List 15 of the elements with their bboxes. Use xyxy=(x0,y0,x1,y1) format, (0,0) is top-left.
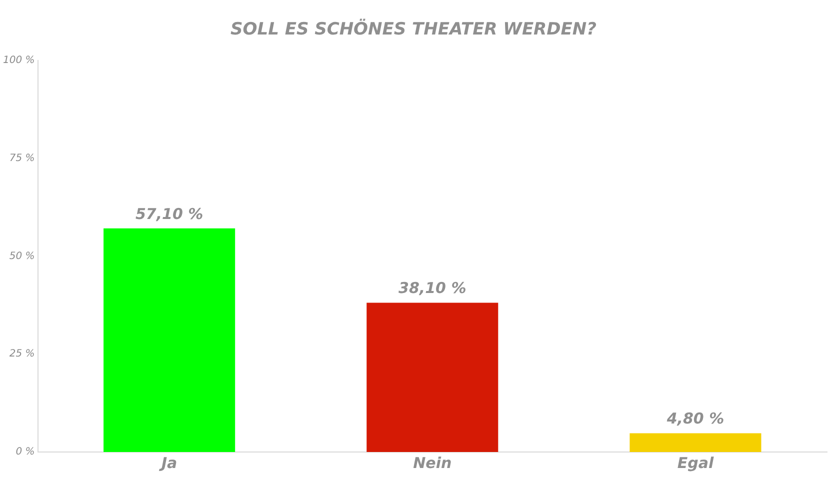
chart-title: SOLL ES SCHÖNES THEATER WERDEN? xyxy=(230,18,597,40)
x-tick-label: Egal xyxy=(677,454,714,472)
y-tick-label: 25 % xyxy=(9,348,35,360)
y-tick-label: 75 % xyxy=(9,152,35,164)
x-tick-label: Ja xyxy=(158,454,178,472)
y-tick-label: 100 % xyxy=(2,54,35,66)
bar xyxy=(104,228,236,452)
bar xyxy=(366,302,498,452)
y-tick-label: 50 % xyxy=(9,250,35,262)
y-tick-label: 0 % xyxy=(16,446,35,458)
bar xyxy=(630,433,762,452)
data-label: 57,10 % xyxy=(135,204,204,223)
data-label: 38,10 % xyxy=(398,279,466,298)
x-tick-label: Nein xyxy=(413,454,452,472)
data-label: 4,80 % xyxy=(666,410,724,428)
